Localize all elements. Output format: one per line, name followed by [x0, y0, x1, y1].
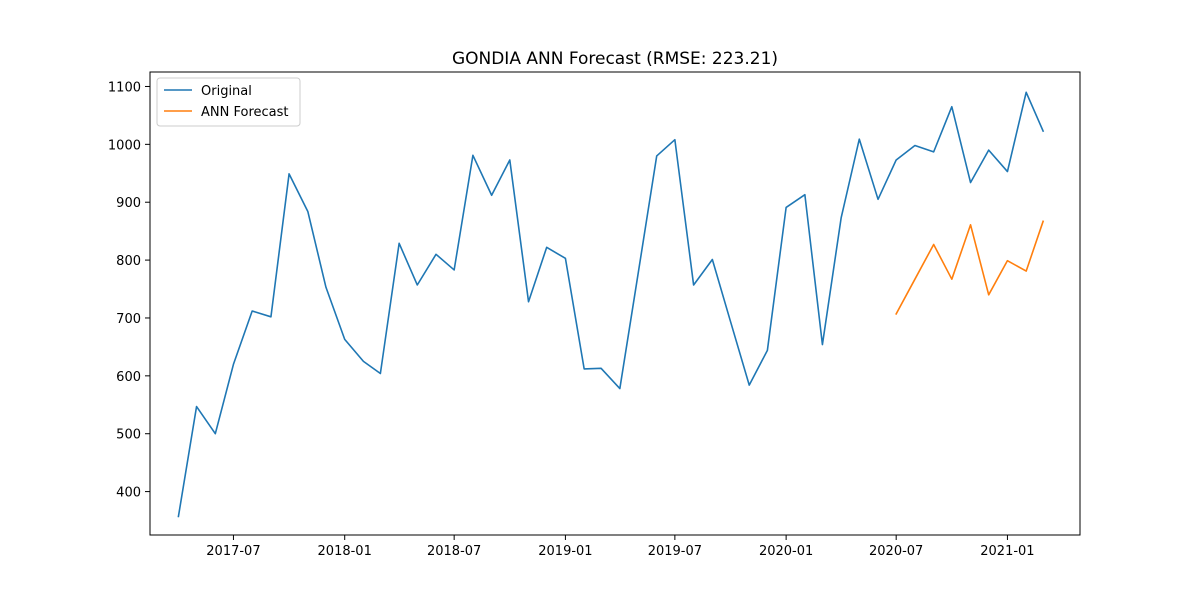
- legend-label-0: Original: [201, 84, 252, 99]
- x-tick-label-4: 2019-07: [648, 544, 702, 559]
- x-tick-label-3: 2019-01: [538, 544, 592, 559]
- series-line-ann-forecast: [895, 220, 1045, 316]
- x-tick-label-2: 2018-07: [427, 544, 481, 559]
- y-tick-label-6: 1000: [108, 138, 141, 153]
- y-tick-label-3: 700: [116, 312, 141, 327]
- plot-frame: [149, 71, 1081, 536]
- x-axis: 2017-07 2018-01 2018-07 2019-01 2019-07 2020-…: [206, 535, 1035, 559]
- x-tick-label-5: 2020-01: [759, 544, 813, 559]
- series-layer: [177, 91, 1045, 518]
- x-tick-label-1: 2018-01: [318, 544, 372, 559]
- x-tick-label-7: 2021-01: [980, 544, 1034, 559]
- y-tick-label-2: 600: [116, 370, 141, 385]
- y-tick-label-4: 800: [116, 254, 141, 269]
- y-tick-label-0: 400: [116, 486, 141, 501]
- y-axis: 400 500 600 700 800 900 1000 1100: [108, 80, 150, 501]
- series-line-original: [177, 91, 1045, 518]
- chart-title: GONDIA ANN Forecast (RMSE: 223.21): [452, 49, 778, 69]
- x-tick-label-6: 2020-07: [869, 544, 923, 559]
- legend: Original ANN Forecast: [156, 77, 301, 127]
- legend-box: [156, 77, 301, 127]
- y-tick-label-7: 1100: [108, 80, 141, 95]
- legend-label-1: ANN Forecast: [201, 105, 288, 120]
- y-tick-label-1: 500: [116, 428, 141, 443]
- x-tick-label-0: 2017-07: [206, 544, 260, 559]
- y-tick-label-5: 900: [116, 196, 141, 211]
